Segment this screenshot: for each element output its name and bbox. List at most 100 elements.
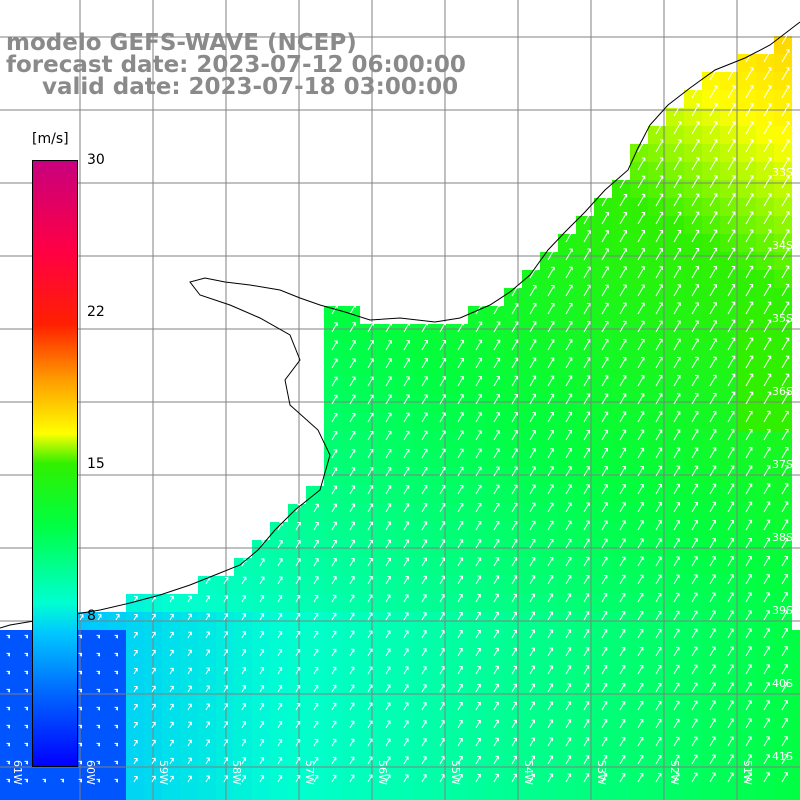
wind-arrow — [96, 634, 100, 639]
speed-cell — [270, 738, 288, 756]
wind-arrow — [655, 484, 662, 495]
wind-arrow — [529, 502, 536, 513]
speed-cell — [468, 378, 486, 396]
wind-arrow — [511, 719, 517, 729]
speed-cell — [270, 630, 288, 648]
speed-cell — [612, 252, 630, 270]
wind-arrow — [763, 519, 771, 531]
wind-arrow — [114, 742, 118, 747]
wind-arrow — [655, 465, 663, 477]
wind-arrow — [727, 139, 736, 153]
wind-arrow — [475, 612, 481, 621]
speed-cell — [594, 522, 612, 540]
wind-arrow — [601, 719, 608, 729]
speed-cell — [486, 774, 504, 792]
wind-arrow — [763, 283, 772, 297]
speed-cell — [198, 684, 216, 702]
wind-arrow — [367, 503, 374, 513]
speed-cell — [90, 666, 108, 684]
wind-arrow — [781, 537, 789, 549]
speed-cell — [396, 324, 414, 342]
wind-arrow — [205, 613, 210, 621]
speed-cell — [450, 432, 468, 450]
speed-cell — [540, 684, 558, 702]
wind-arrow — [583, 411, 591, 423]
wind-arrow — [331, 413, 338, 423]
speed-cell — [486, 684, 504, 702]
speed-cell — [648, 738, 666, 756]
speed-cell — [324, 756, 342, 774]
wind-arrow — [259, 721, 265, 729]
speed-cell — [738, 468, 756, 486]
speed-cell — [648, 162, 666, 180]
wind-arrow — [493, 719, 499, 729]
speed-cell — [270, 576, 288, 594]
speed-cell — [756, 504, 774, 522]
speed-cell — [468, 702, 486, 720]
wind-arrow — [691, 211, 700, 225]
model-title: modelo GEFS-WAVE (NCEP) — [6, 30, 357, 56]
wind-arrow — [313, 503, 319, 513]
wind-arrow — [601, 665, 608, 675]
speed-cell — [432, 540, 450, 558]
speed-cell — [558, 252, 576, 270]
wind-arrow — [403, 394, 410, 405]
wind-arrow — [493, 701, 499, 711]
speed-cell — [486, 594, 504, 612]
wind-arrow — [727, 265, 736, 279]
speed-cell — [288, 558, 306, 576]
wind-arrow — [637, 266, 645, 279]
wind-arrow — [511, 539, 518, 549]
wind-arrow — [151, 685, 156, 693]
wind-arrow — [421, 503, 428, 513]
wind-arrow — [385, 612, 391, 621]
speed-cell — [648, 756, 666, 774]
speed-cell — [270, 540, 288, 558]
wind-arrow — [259, 757, 265, 765]
wind-arrow — [745, 373, 754, 387]
speed-cell — [756, 648, 774, 666]
wind-arrow — [24, 706, 28, 711]
wind-arrow — [331, 774, 337, 783]
wind-arrow — [709, 139, 718, 153]
speed-cell — [612, 522, 630, 540]
speed-cell — [108, 684, 126, 702]
speed-cell — [576, 576, 594, 594]
speed-cell — [720, 396, 738, 414]
wind-arrow — [403, 485, 410, 495]
speed-cell — [252, 774, 270, 792]
speed-cell — [414, 630, 432, 648]
speed-cell — [720, 234, 738, 252]
wind-arrow — [781, 555, 789, 567]
speed-cell — [756, 396, 774, 414]
wind-arrow — [691, 501, 698, 513]
wind-arrow — [619, 248, 627, 261]
latitude-label: 40S — [772, 677, 793, 690]
speed-cell — [342, 792, 360, 800]
wind-arrow — [331, 540, 337, 549]
wind-arrow — [763, 139, 772, 153]
wind-arrow — [331, 340, 338, 351]
speed-cell — [648, 216, 666, 234]
speed-cell — [342, 468, 360, 486]
speed-cell — [720, 414, 738, 432]
wind-arrow — [313, 684, 319, 693]
speed-cell — [648, 630, 666, 648]
wind-arrow — [529, 539, 536, 549]
speed-cell — [432, 720, 450, 738]
speed-cell — [270, 774, 288, 792]
speed-cell — [558, 576, 576, 594]
speed-cell — [342, 306, 360, 324]
wind-arrow — [421, 448, 428, 459]
speed-cell — [594, 396, 612, 414]
wind-arrow — [727, 592, 734, 603]
speed-cell — [738, 342, 756, 360]
speed-cell — [720, 378, 738, 396]
wind-arrow — [727, 501, 735, 513]
speed-cell — [486, 378, 504, 396]
speed-cell — [648, 684, 666, 702]
wind-arrow — [691, 664, 698, 675]
speed-cell — [576, 234, 594, 252]
speed-cell — [738, 450, 756, 468]
wind-arrow — [727, 483, 735, 495]
